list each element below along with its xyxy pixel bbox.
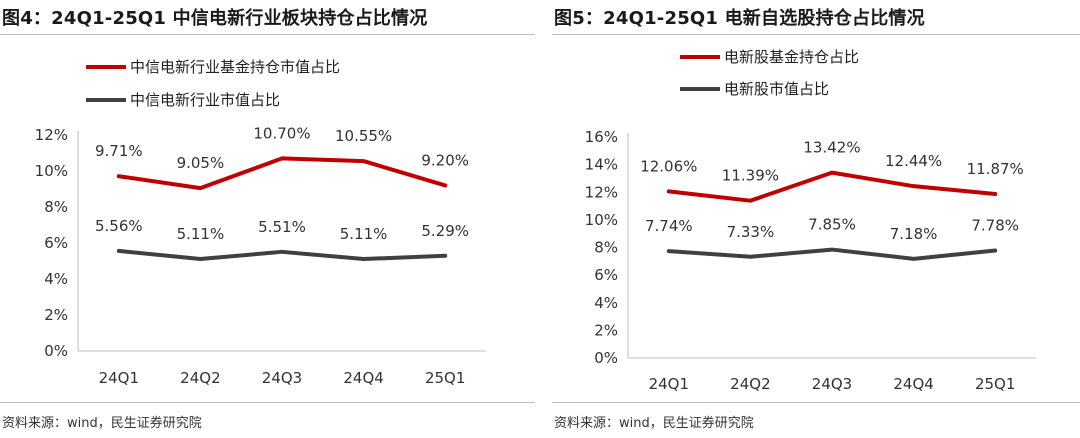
- data-label: 9.71%: [95, 142, 143, 160]
- data-label: 5.29%: [421, 222, 469, 240]
- y-tick-label: 6%: [44, 234, 68, 252]
- x-tick-label: 25Q1: [975, 375, 1015, 393]
- series-line-1: [116, 248, 448, 262]
- data-label: 13.42%: [803, 139, 860, 157]
- data-label: 12.06%: [640, 157, 697, 175]
- x-tick-label: 24Q2: [730, 375, 770, 393]
- data-label: 7.78%: [971, 217, 1019, 235]
- data-label: 9.20%: [421, 151, 469, 169]
- title-divider: [552, 34, 1080, 35]
- y-tick-label: 10%: [585, 211, 618, 229]
- x-tick-label: 25Q1: [425, 369, 465, 387]
- source-note: 资料来源：wind，民生证券研究院: [2, 416, 202, 431]
- chart-panel-right: 图5：24Q1-25Q1 电新自选股持仓占比情况 电新股基金持仓占比 电新股市值占…: [552, 0, 1080, 438]
- legend-label-0: 中信电新行业基金持仓市值占比: [130, 58, 340, 76]
- y-tick-label: 8%: [594, 239, 618, 257]
- chart-panel-left: 图4：24Q1-25Q1 中信电新行业板块持仓占比情况 中信电新行业基金持仓市值…: [0, 0, 535, 438]
- data-label: 12.44%: [885, 152, 942, 170]
- y-tick-label: 10%: [35, 162, 68, 180]
- data-label: 11.87%: [967, 160, 1024, 178]
- data-label: 11.39%: [722, 167, 779, 185]
- y-tick-label: 2%: [594, 321, 618, 339]
- data-label: 5.11%: [340, 225, 388, 243]
- data-label: 7.33%: [727, 223, 775, 241]
- y-tick-label: 8%: [44, 198, 68, 216]
- data-label: 5.11%: [177, 225, 225, 243]
- legend-label-1: 中信电新行业市值占比: [130, 91, 280, 109]
- data-label: 5.56%: [95, 217, 143, 235]
- x-tick-label: 24Q3: [812, 375, 852, 393]
- legend-label-1: 电新股市值占比: [724, 80, 829, 98]
- source-divider: [0, 402, 535, 403]
- y-tick-label: 16%: [585, 128, 618, 146]
- data-label: 10.55%: [335, 127, 392, 145]
- source-note: 资料来源：wind，民生证券研究院: [554, 416, 754, 431]
- y-tick-label: 6%: [594, 266, 618, 284]
- x-tick-label: 24Q4: [343, 369, 383, 387]
- series-line-0: [116, 156, 448, 191]
- data-label: 7.85%: [808, 216, 856, 234]
- series-line-1: [666, 247, 998, 261]
- y-tick-label: 12%: [35, 126, 68, 144]
- chart-title: 图5：24Q1-25Q1 电新自选股持仓占比情况: [554, 8, 925, 29]
- y-tick-label: 12%: [585, 183, 618, 201]
- chart-title: 图4：24Q1-25Q1 中信电新行业板块持仓占比情况: [2, 8, 428, 29]
- data-label: 7.18%: [890, 225, 938, 243]
- y-tick-label: 0%: [44, 342, 68, 360]
- x-tick-label: 24Q4: [893, 375, 933, 393]
- y-tick-label: 4%: [594, 294, 618, 312]
- title-divider: [0, 34, 535, 35]
- data-label: 5.51%: [258, 218, 306, 236]
- source-divider: [552, 402, 1080, 403]
- data-label: 10.70%: [253, 124, 310, 142]
- x-tick-label: 24Q1: [99, 369, 139, 387]
- x-tick-label: 24Q2: [180, 369, 220, 387]
- x-tick-label: 24Q3: [262, 369, 302, 387]
- data-label: 9.05%: [177, 154, 225, 172]
- x-tick-label: 24Q1: [649, 375, 689, 393]
- series-line-0: [666, 170, 998, 203]
- y-tick-label: 14%: [585, 156, 618, 174]
- legend-label-0: 电新股基金持仓占比: [724, 48, 859, 66]
- y-tick-label: 4%: [44, 270, 68, 288]
- data-label: 7.74%: [645, 217, 693, 235]
- y-tick-label: 0%: [594, 349, 618, 367]
- y-tick-label: 2%: [44, 306, 68, 324]
